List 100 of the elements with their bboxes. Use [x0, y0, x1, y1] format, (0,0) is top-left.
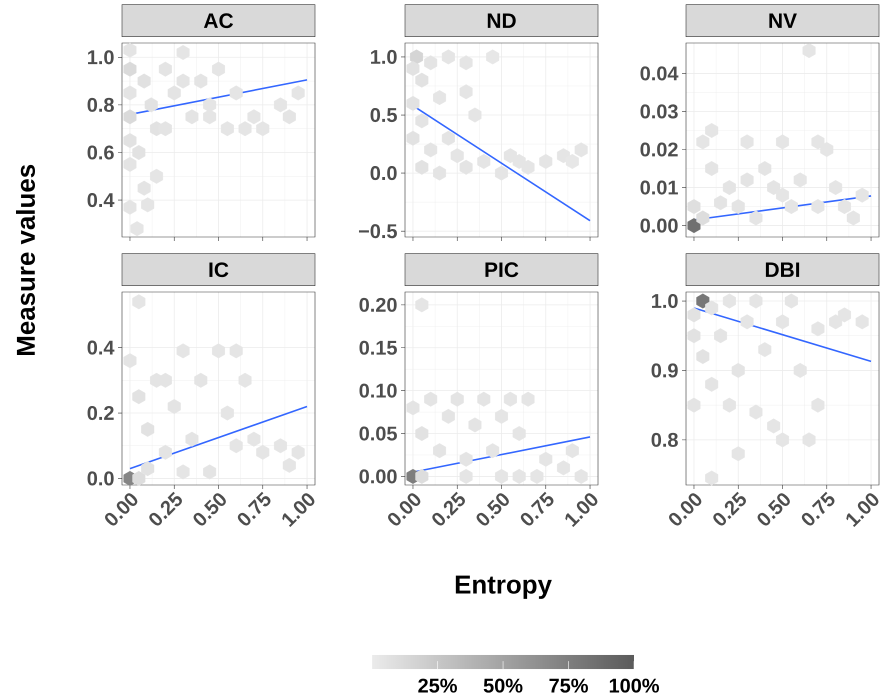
point — [406, 96, 420, 111]
point — [212, 62, 226, 77]
point — [158, 444, 172, 460]
point — [522, 392, 535, 407]
point — [230, 85, 243, 100]
point — [776, 134, 790, 150]
point — [696, 134, 710, 150]
point — [687, 328, 700, 344]
point — [512, 426, 526, 442]
color-bar-label: 100% — [610, 678, 659, 693]
point — [123, 109, 136, 124]
y-tick-label: 1.0 — [88, 50, 114, 64]
point — [784, 294, 798, 309]
point — [460, 84, 473, 100]
y-tick-label: 0.8 — [88, 98, 114, 112]
y-tick-label: 1.0 — [371, 50, 397, 64]
point — [477, 154, 490, 169]
point — [486, 443, 500, 458]
point — [486, 49, 500, 64]
point — [230, 343, 243, 358]
point — [740, 314, 754, 330]
point — [123, 200, 136, 215]
point — [468, 108, 482, 123]
point — [442, 408, 455, 424]
point — [460, 55, 473, 70]
point — [274, 438, 287, 454]
point — [123, 156, 136, 172]
point — [574, 142, 588, 158]
point — [504, 392, 517, 407]
point — [247, 432, 260, 447]
point — [758, 342, 772, 358]
point — [794, 362, 807, 378]
y-tick-label: 0.4 — [88, 340, 114, 355]
point — [168, 398, 181, 414]
point — [705, 161, 718, 176]
point — [406, 61, 420, 76]
point — [776, 188, 790, 203]
point — [256, 444, 270, 460]
point — [767, 180, 780, 196]
point — [212, 343, 226, 358]
point — [274, 97, 287, 112]
point — [141, 461, 154, 476]
point — [539, 154, 552, 169]
y-tick-label: 0.00 — [640, 218, 678, 233]
y-tick-label: 0.02 — [640, 142, 678, 157]
point — [784, 199, 798, 214]
point — [749, 294, 762, 309]
point — [141, 197, 154, 212]
point — [176, 74, 190, 89]
point — [194, 74, 208, 89]
x-tick-label: 0.50 — [194, 493, 226, 526]
point — [424, 55, 438, 70]
point — [415, 468, 428, 484]
point — [150, 168, 164, 184]
y-tick-label: 0.20 — [359, 298, 397, 312]
y-tick-label: 0.8 — [652, 432, 678, 447]
point — [829, 180, 842, 196]
point — [714, 195, 728, 210]
point — [494, 468, 508, 484]
point — [494, 166, 508, 181]
point — [687, 199, 700, 214]
y-tick-label: 1.0 — [652, 294, 678, 308]
point — [123, 133, 136, 148]
point — [732, 446, 745, 462]
y-tick-label: 0.5 — [370, 108, 397, 122]
point — [722, 180, 736, 196]
point — [132, 144, 146, 160]
point — [705, 376, 718, 392]
point — [415, 160, 428, 175]
x-tick-label: 0.50 — [758, 493, 790, 526]
point — [687, 307, 700, 322]
point — [176, 464, 190, 480]
point — [811, 134, 824, 150]
point — [740, 172, 754, 188]
point — [123, 62, 136, 77]
point — [415, 297, 428, 312]
point — [141, 422, 154, 437]
y-axis-title: Measure values — [16, 164, 36, 356]
point — [705, 470, 718, 486]
point — [123, 353, 136, 368]
point — [282, 109, 296, 124]
x-tick-label: 0.75 — [802, 492, 834, 526]
point — [230, 438, 243, 454]
y-tick-label: 0.0 — [370, 166, 397, 180]
point — [282, 458, 296, 473]
point — [433, 443, 446, 458]
point — [442, 130, 455, 146]
point — [512, 154, 526, 169]
point — [829, 314, 842, 330]
point — [566, 443, 579, 458]
y-tick-label: 0.00 — [359, 469, 397, 484]
y-tick-label: 0.15 — [359, 340, 397, 355]
color-bar-label: 25% — [418, 678, 457, 693]
color-bar-label: 50% — [484, 678, 522, 693]
point — [123, 85, 136, 100]
point — [494, 408, 508, 424]
point — [468, 417, 482, 432]
chart-title: PIC — [485, 262, 518, 278]
point — [138, 180, 151, 196]
point — [802, 432, 816, 448]
